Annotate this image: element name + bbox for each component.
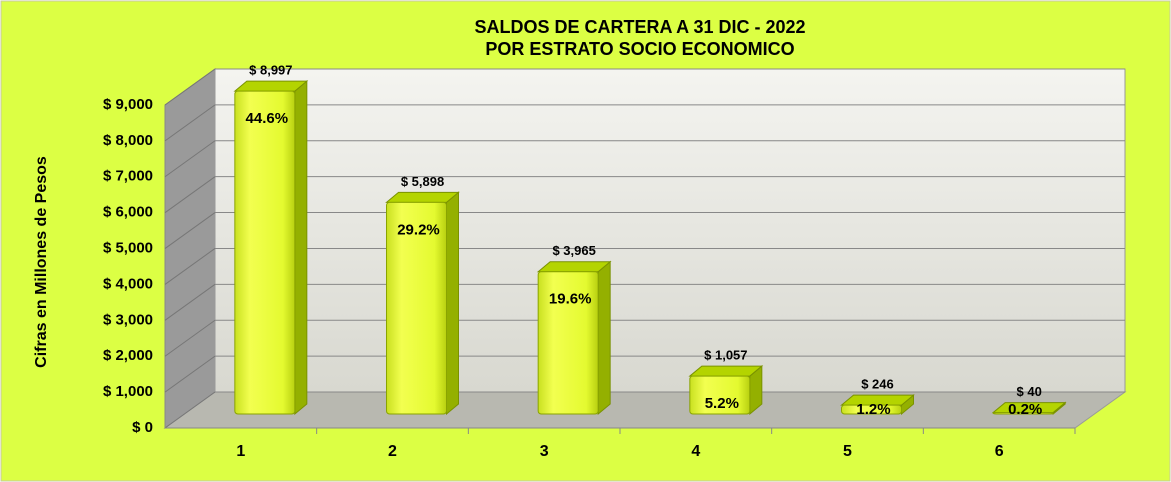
grid-line-side [164, 248, 216, 285]
y-axis-label: Cifras en Millones de Pesos [33, 156, 50, 368]
data-label: $ 3,965 [552, 243, 595, 258]
y-tick-label: $ 0 [132, 419, 153, 436]
back-wall [214, 68, 1126, 393]
x-tick-label: 1 [236, 443, 245, 460]
grid-line-side [164, 140, 216, 178]
share-label: 44.6% [246, 110, 289, 127]
y-tick-label: $ 2,000 [103, 347, 153, 364]
chart-title: SALDOS DE CARTERA A 31 DIC - 2022 [474, 17, 805, 37]
x-tick-label: 6 [995, 443, 1004, 460]
grid-line-side [164, 283, 216, 321]
bar-top [385, 191, 460, 203]
bar [537, 271, 599, 415]
grid-line-side [164, 319, 216, 357]
y-tick-label: $ 8,000 [103, 132, 153, 149]
bar-top [536, 261, 612, 273]
grid-line-side [164, 355, 216, 393]
grid-line-side [164, 212, 216, 249]
y-tick-label: $ 9,000 [103, 96, 153, 113]
y-tick-label: $ 1,000 [103, 383, 153, 400]
data-label: $ 246 [861, 377, 894, 392]
bar [234, 90, 296, 415]
bar-side [446, 191, 459, 416]
y-tick-label: $ 5,000 [103, 240, 153, 257]
bar-top [233, 80, 309, 92]
grid-line-side [164, 176, 216, 214]
grid-line-side [164, 68, 216, 106]
y-tick-label: $ 7,000 [103, 168, 153, 185]
bar [386, 201, 447, 415]
grid-line-side [164, 391, 216, 429]
data-label: $ 5,898 [401, 174, 444, 189]
bar [992, 412, 1054, 415]
floor [163, 391, 1127, 429]
bar-side [597, 260, 611, 416]
data-label: $ 1,057 [704, 348, 747, 363]
x-tick-label: 3 [540, 443, 549, 460]
x-tick-label: 5 [843, 443, 852, 460]
y-tick-label: $ 4,000 [103, 275, 153, 292]
share-label: 1.2% [856, 401, 890, 418]
y-tick-label: $ 6,000 [103, 204, 153, 221]
y-tick-label: $ 3,000 [103, 311, 153, 328]
grid-line-side [164, 104, 216, 142]
share-label: 0.2% [1008, 401, 1042, 418]
share-label: 5.2% [705, 395, 739, 412]
x-tick-label: 2 [388, 443, 397, 460]
data-label: $ 40 [1017, 384, 1042, 399]
bar-side [294, 80, 308, 416]
x-tick-label: 4 [691, 443, 700, 460]
chart-title: POR ESTRATO SOCIO ECONOMICO [485, 39, 794, 59]
data-label: $ 8,997 [249, 63, 292, 78]
bar-top [688, 365, 764, 377]
share-label: 29.2% [397, 221, 440, 238]
share-label: 19.6% [549, 291, 592, 308]
bar [841, 404, 902, 415]
bar [689, 375, 751, 415]
